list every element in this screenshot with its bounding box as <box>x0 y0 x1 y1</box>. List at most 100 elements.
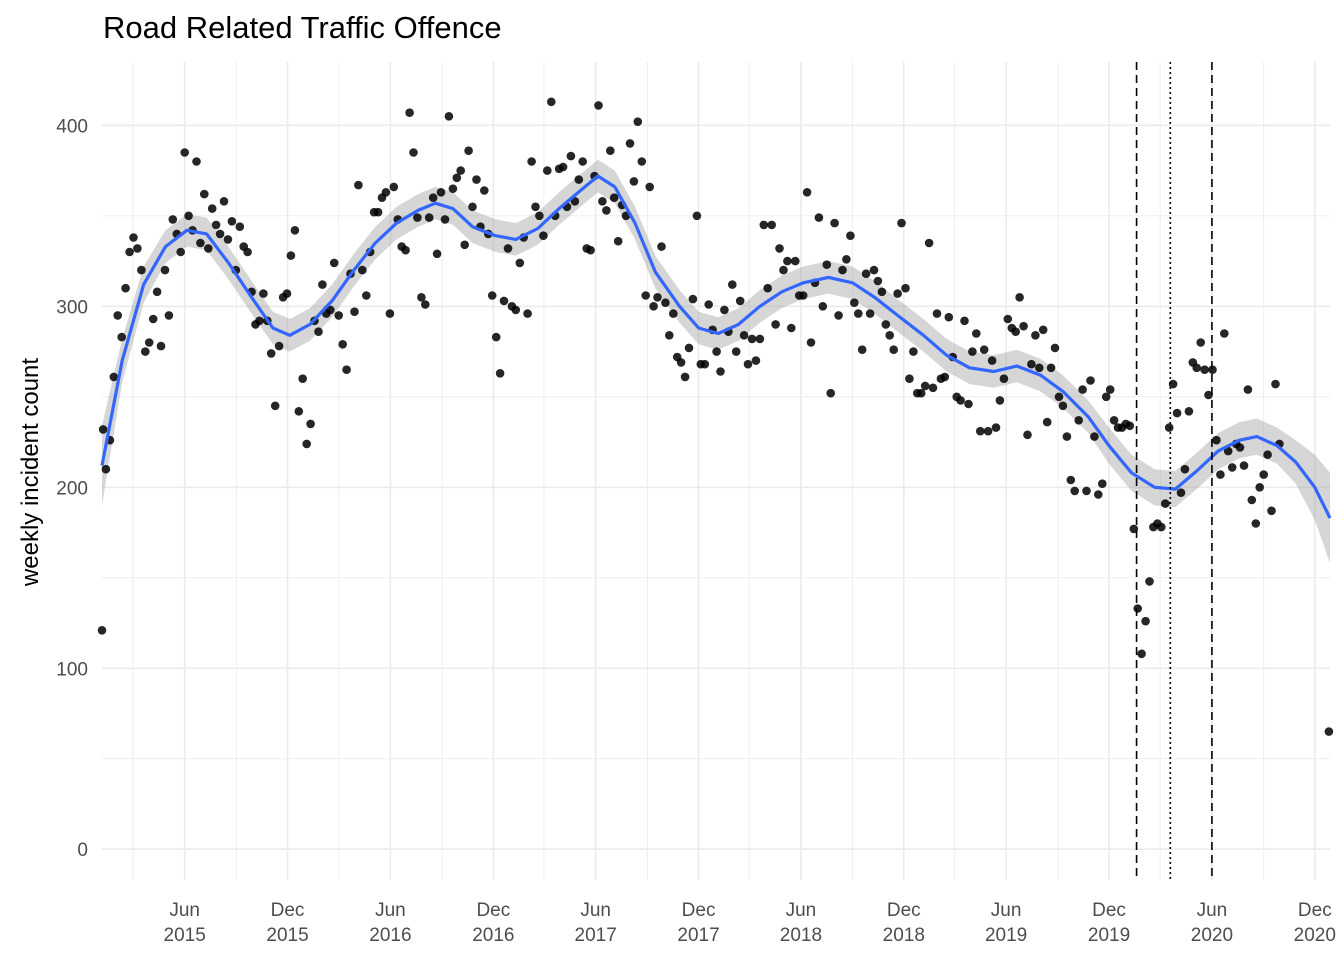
y-axis-ticks: 0 100 200 300 400 <box>56 116 88 861</box>
data-point <box>495 369 505 378</box>
y-tick-label: 0 <box>77 840 88 861</box>
data-point <box>1235 443 1245 452</box>
data-point <box>113 311 122 320</box>
data-point <box>916 388 926 398</box>
data-point <box>1255 483 1264 492</box>
data-point <box>417 293 426 302</box>
data-point <box>897 218 906 228</box>
data-point <box>972 329 981 338</box>
data-point <box>649 302 658 311</box>
data-point <box>1216 470 1225 479</box>
data-point <box>838 265 847 275</box>
data-point <box>1058 401 1068 411</box>
data-point <box>1038 325 1048 335</box>
data-point <box>806 338 816 347</box>
data-point <box>164 311 174 320</box>
data-point <box>444 112 454 121</box>
data-point <box>1239 461 1249 470</box>
data-point <box>979 345 989 355</box>
y-axis-title: weekly incident count <box>17 358 44 587</box>
data-point <box>117 332 126 342</box>
data-point <box>491 332 501 342</box>
data-point <box>728 280 737 289</box>
data-point <box>743 359 753 369</box>
data-point <box>747 334 757 344</box>
x-tick-label-year: 2018 <box>883 925 925 946</box>
data-point <box>771 320 780 329</box>
data-point <box>539 231 548 240</box>
data-point <box>1101 392 1111 402</box>
data-point <box>1098 479 1107 489</box>
data-point <box>101 464 111 474</box>
data-point <box>1015 293 1024 302</box>
data-point <box>270 401 280 411</box>
data-point <box>1212 435 1221 445</box>
data-point <box>578 157 587 166</box>
data-point <box>928 383 938 393</box>
data-point <box>452 173 462 183</box>
x-tick-label-year: 2016 <box>472 925 514 946</box>
data-point <box>1192 363 1201 373</box>
data-point <box>676 358 686 367</box>
data-point <box>700 359 710 369</box>
data-point <box>204 244 213 253</box>
data-point <box>1223 446 1233 456</box>
data-point <box>602 206 611 215</box>
smooth-line <box>100 174 1332 519</box>
data-point <box>889 345 898 355</box>
chart-title: Road Related Traffic Offence <box>103 10 502 45</box>
data-point <box>1086 376 1095 385</box>
data-point <box>720 305 729 315</box>
data-point <box>684 343 694 353</box>
data-point <box>739 331 749 340</box>
data-point <box>629 177 639 186</box>
data-point <box>424 213 434 222</box>
data-point <box>826 388 835 398</box>
data-point <box>1003 314 1013 324</box>
data-point <box>877 287 887 297</box>
x-tick-label-month: Jun <box>169 900 200 921</box>
data-point <box>751 356 761 365</box>
data-point <box>460 240 470 250</box>
data-point <box>920 381 930 391</box>
data-point <box>791 256 800 266</box>
data-point <box>362 291 371 300</box>
data-point <box>598 197 607 206</box>
data-point <box>1145 577 1154 586</box>
data-point <box>109 372 119 382</box>
data-point <box>901 283 910 293</box>
data-point <box>219 197 229 206</box>
data-point <box>1050 343 1060 353</box>
data-point <box>680 372 690 382</box>
data-point <box>334 311 344 320</box>
data-point <box>641 291 650 300</box>
data-point <box>211 220 221 230</box>
data-point <box>409 148 418 157</box>
data-point <box>783 256 792 266</box>
x-tick-label-year: 2018 <box>780 925 822 946</box>
data-point <box>464 146 473 155</box>
data-point <box>1267 506 1276 516</box>
data-point <box>1164 423 1174 432</box>
data-point <box>358 265 367 275</box>
data-point <box>1161 499 1170 508</box>
data-point <box>995 396 1005 405</box>
data-point <box>468 202 477 212</box>
data-point <box>176 247 185 257</box>
data-point <box>645 182 654 192</box>
data-point <box>342 365 351 375</box>
data-point <box>956 396 965 405</box>
data-point <box>1031 331 1040 340</box>
data-point <box>779 265 788 275</box>
data-point <box>909 347 918 356</box>
data-point <box>1247 495 1257 505</box>
data-point <box>940 372 950 382</box>
x-tick-label-year: 2016 <box>369 925 411 946</box>
data-point <box>215 229 225 239</box>
data-point <box>857 345 867 355</box>
x-tick-label-month: Jun <box>375 900 406 921</box>
x-tick-label-year: 2019 <box>1088 925 1130 946</box>
data-point <box>755 334 765 344</box>
x-tick-label-month: Dec <box>1298 900 1332 921</box>
data-point <box>1066 475 1076 485</box>
